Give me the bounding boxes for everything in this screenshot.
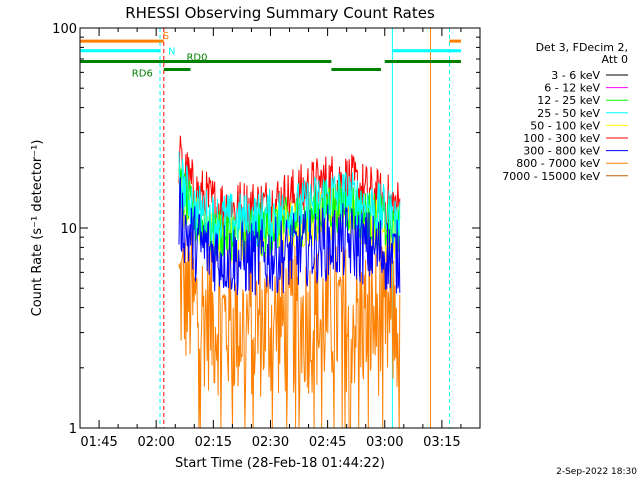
legend-entry-label: 7000 - 15000 keV	[502, 170, 600, 183]
x-tick-label: 01:45	[80, 435, 117, 450]
plot-series	[178, 135, 401, 429]
axes: 01:45 02:00 02:15 02:30 02:45 03:00 03:15 1 10 10…	[52, 22, 480, 450]
legend-header-line2: Att 0	[602, 53, 628, 66]
x-tick-label: 02:15	[195, 435, 232, 450]
y-tick-label: 10	[60, 222, 77, 237]
legend-entry-label: 3 - 6 keV	[551, 69, 600, 82]
series-line	[178, 231, 401, 429]
attenuator-label: RD6	[132, 69, 153, 80]
attenuator-bars: SN RD0 RD6	[80, 31, 461, 80]
x-tick-label: 02:45	[309, 435, 346, 450]
legend-entry-label: 50 - 100 keV	[530, 119, 600, 132]
x-tick-label: 03:00	[366, 435, 403, 450]
legend-entry-label: 100 - 300 keV	[523, 132, 600, 145]
legend-entry-label: 6 - 12 keV	[544, 82, 600, 95]
attenuator-label: RD0	[186, 52, 207, 63]
x-axis-label: Start Time (28-Feb-18 01:44:22)	[175, 456, 385, 471]
x-tick-label: 02:00	[137, 435, 174, 450]
timestamp: 2-Sep-2022 18:30	[556, 467, 637, 477]
legend-header: Det 3, FDecim 2,	[536, 41, 628, 54]
x-tick-label: 02:30	[252, 435, 289, 450]
legend-entry-label: 800 - 7000 keV	[516, 157, 600, 170]
series-line	[178, 177, 401, 296]
y-axis-label: Count Rate (s⁻¹ detector⁻¹)	[30, 140, 45, 317]
x-tick-label: 03:15	[423, 435, 460, 450]
chart-title: RHESSI Observing Summary Count Rates	[125, 4, 435, 22]
legend-entry-label: 300 - 800 keV	[523, 145, 600, 158]
y-tick-label: 100	[52, 22, 77, 37]
y-tick-label: 1	[69, 422, 77, 437]
attenuator-label: N	[168, 47, 175, 58]
series-line	[178, 151, 401, 248]
legend-entry-label: 25 - 50 keV	[537, 107, 600, 120]
attenuator-label: S	[163, 31, 169, 42]
legend-entry-label: 12 - 25 keV	[537, 94, 600, 107]
